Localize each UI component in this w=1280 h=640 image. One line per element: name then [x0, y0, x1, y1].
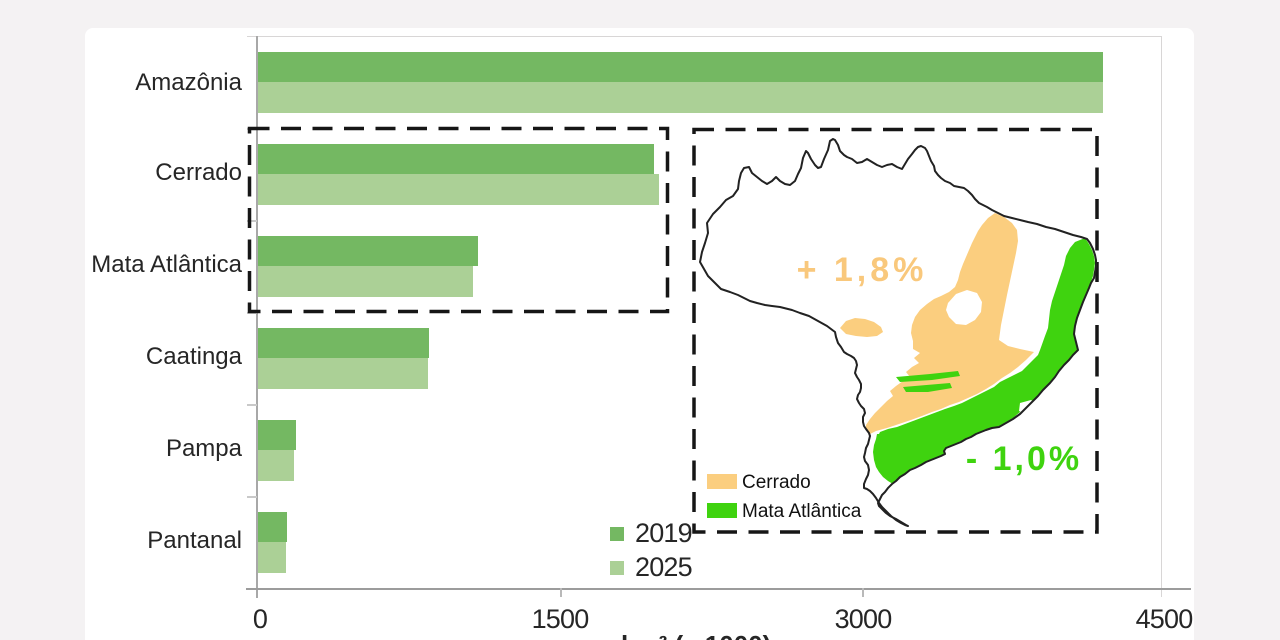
svg-text:+ 1,8%: + 1,8% [797, 251, 928, 289]
svg-text:- 1,0%: - 1,0% [966, 440, 1082, 478]
svg-text:Cerrado: Cerrado [742, 472, 811, 493]
svg-text:Mata Atlântica: Mata Atlântica [742, 501, 862, 522]
